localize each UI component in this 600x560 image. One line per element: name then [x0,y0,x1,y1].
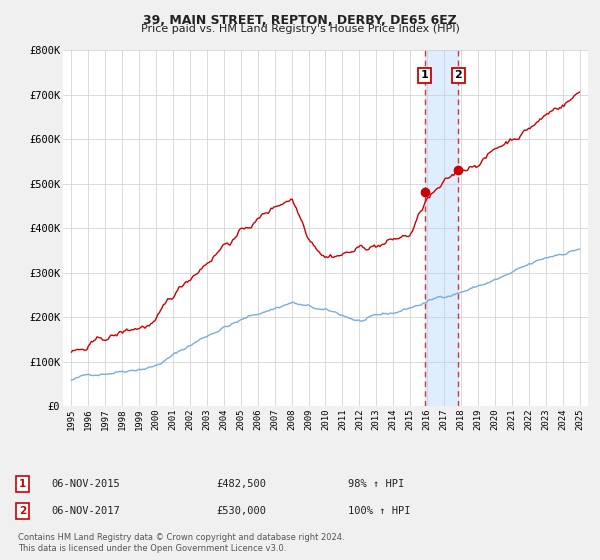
Text: 39, MAIN STREET, REPTON, DERBY, DE65 6EZ: 39, MAIN STREET, REPTON, DERBY, DE65 6EZ [143,14,457,27]
Text: 1: 1 [19,479,26,489]
Text: 1: 1 [421,71,428,80]
Text: 06-NOV-2017: 06-NOV-2017 [51,506,120,516]
Bar [425,50,458,406]
Text: £530,000: £530,000 [216,506,266,516]
Text: 98% ↑ HPI: 98% ↑ HPI [348,479,404,489]
Text: 2: 2 [19,506,26,516]
Text: 06-NOV-2015: 06-NOV-2015 [51,479,120,489]
Text: 100% ↑ HPI: 100% ↑ HPI [348,506,410,516]
Text: This data is licensed under the Open Government Licence v3.0.: This data is licensed under the Open Gov… [18,544,286,553]
Text: Contains HM Land Registry data © Crown copyright and database right 2024.: Contains HM Land Registry data © Crown c… [18,533,344,542]
Text: £482,500: £482,500 [216,479,266,489]
Text: 2: 2 [455,71,463,80]
Text: Price paid vs. HM Land Registry's House Price Index (HPI): Price paid vs. HM Land Registry's House … [140,24,460,34]
